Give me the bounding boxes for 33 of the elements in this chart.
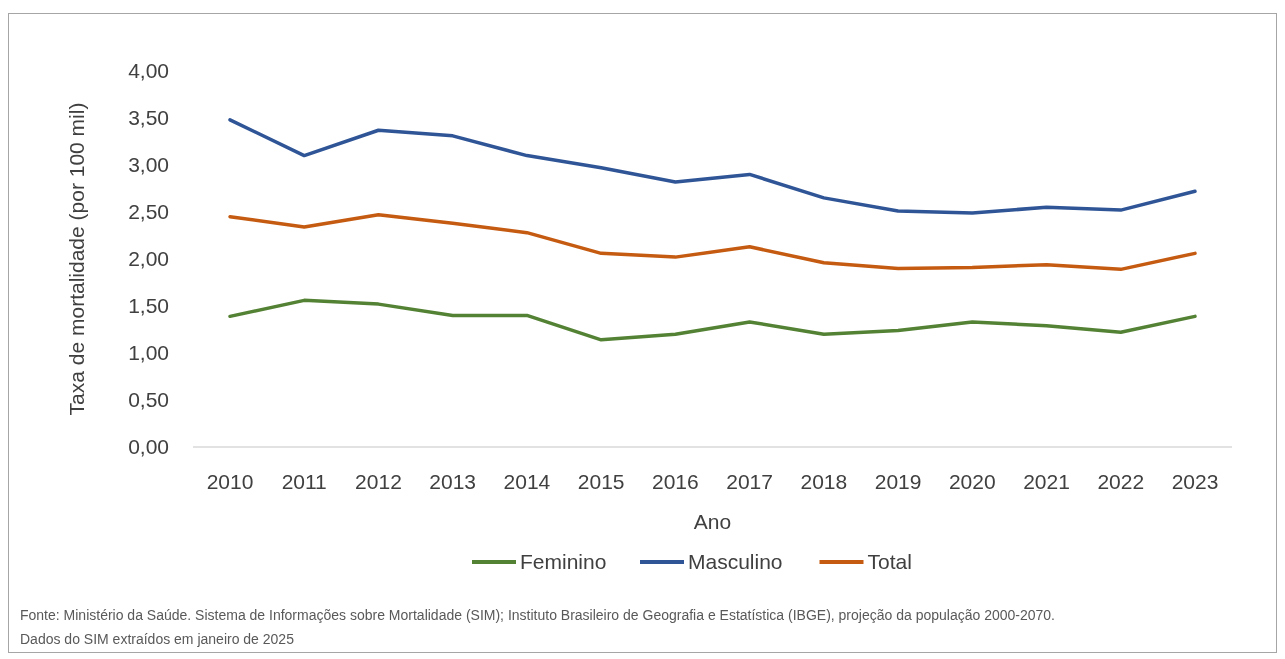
y-tick-label: 0,00 [128, 435, 169, 459]
x-tick-label: 2010 [206, 470, 254, 493]
source-note: Fonte: Ministério da Saúde. Sistema de Informações sobre Mortalidade (SIM); Instituto Brasileiro de Geografia e Estatística (IBGE), projeção da população 2000-2070. [20, 607, 1055, 623]
x-tick-label: 2019 [874, 470, 922, 493]
x-tick-label: 2017 [726, 470, 773, 493]
x-tick-label: 2014 [503, 470, 551, 493]
line-series [228, 213, 1197, 272]
y-tick-label: 1,50 [128, 294, 169, 318]
x-tick-label: 2013 [429, 470, 477, 493]
x-axis-title: Ano [693, 510, 732, 533]
text: Dados do SIM extraídos em janeiro de 2025 [20, 631, 295, 647]
y-tick-label: 3,50 [128, 106, 169, 130]
legend-label: Feminino [520, 550, 607, 574]
x-tick-label: 2011 [281, 470, 327, 493]
line-series [228, 118, 1197, 215]
x-tick-label: 2022 [1097, 470, 1145, 493]
line-series [228, 298, 1197, 342]
x-tick-label: 2023 [1171, 470, 1219, 493]
y-tick-label: 4,00 [128, 59, 169, 83]
x-tick-label: 2012 [355, 470, 402, 493]
y-tick-label: 3,00 [128, 153, 169, 177]
y-tick-label: 2,00 [128, 247, 169, 271]
x-tick-label: 2020 [948, 470, 996, 493]
x-tick-label: 2016 [652, 470, 699, 493]
y-axis-title: Taxa de mortalidade (por 100 mil) [65, 102, 88, 416]
y-tick-label: 2,50 [128, 200, 169, 224]
x-tick-label: 2021 [1023, 470, 1070, 493]
y-tick-label: 1,00 [128, 341, 169, 365]
legend-label: Masculino [688, 550, 783, 574]
x-tick-label: 2018 [800, 470, 848, 493]
y-tick-label: 0,50 [128, 388, 169, 412]
x-tick-label: 2015 [577, 470, 625, 493]
legend-label: Total [867, 550, 912, 574]
